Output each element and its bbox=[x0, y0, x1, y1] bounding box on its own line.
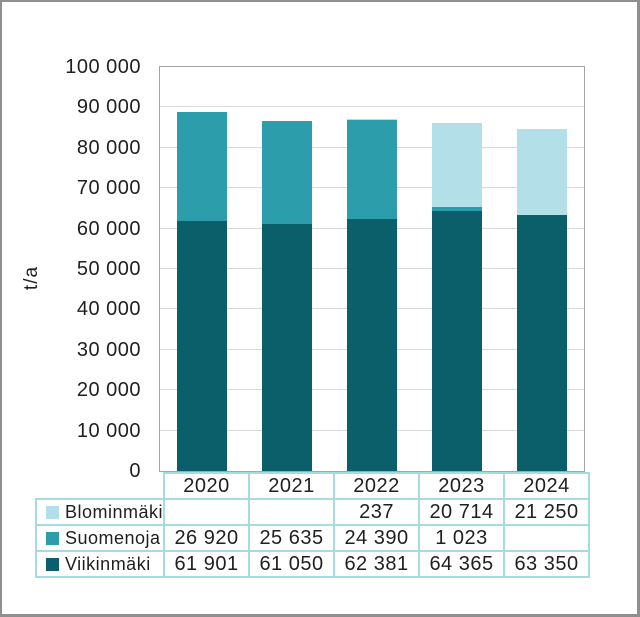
y-axis-tick-label: 60 000 bbox=[76, 217, 141, 240]
y-axis-tick-label: 90 000 bbox=[76, 96, 141, 119]
value-cell-blominmäki-2020 bbox=[163, 498, 251, 526]
bar-segment-suomenoja-2021 bbox=[262, 120, 313, 225]
year-header-cell-2023: 2023 bbox=[418, 472, 506, 500]
y-axis-tick-label: 70 000 bbox=[76, 177, 141, 200]
legend-item-suomenoja: Suomenoja bbox=[34, 524, 166, 552]
y-axis-tick-label: 0 bbox=[129, 460, 141, 482]
plot-area bbox=[159, 66, 585, 472]
value-cell-viikinmäki-2021: 61 050 bbox=[248, 550, 336, 578]
year-header-cell-2020: 2020 bbox=[163, 472, 251, 500]
bar-segment-suomenoja-2020 bbox=[177, 112, 228, 221]
value-cell-viikinmäki-2022: 62 381 bbox=[333, 550, 421, 578]
bar-segment-suomenoja-2023 bbox=[431, 206, 482, 211]
table-row-suomenoja: Suomenoja 26 920 25 635 24 390 1 023 bbox=[34, 524, 591, 552]
bar-segment-blominmäki-2023 bbox=[431, 123, 482, 207]
legend-swatch-icon bbox=[46, 557, 59, 571]
y-axis-tick-label: 10 000 bbox=[76, 419, 141, 442]
table-row-viikinmäki: Viikinmäki 61 901 61 050 62 381 64 365 63 350 bbox=[34, 550, 591, 578]
y-axis-tick-label: 100 000 bbox=[65, 56, 141, 78]
legend-label: Viikinmäki bbox=[65, 553, 151, 574]
bar-segment-viikinmäki-2024 bbox=[516, 215, 567, 471]
value-cell-blominmäki-2021 bbox=[248, 498, 336, 526]
legend-item-viikinmäki: Viikinmäki bbox=[34, 550, 166, 578]
bar-segment-viikinmäki-2023 bbox=[431, 210, 482, 471]
value-cell-suomenoja-2021: 25 635 bbox=[248, 524, 336, 552]
gridline bbox=[160, 106, 584, 108]
value-cell-suomenoja-2020: 26 920 bbox=[163, 524, 251, 552]
bar-segment-viikinmäki-2022 bbox=[347, 218, 397, 471]
legend-swatch-icon bbox=[46, 505, 59, 519]
data-table: 2020 2021 2022 2023 2024 Blominmäki 237 20 714 2… bbox=[34, 472, 591, 578]
legend-label: Blominmäki bbox=[65, 501, 164, 522]
value-cell-suomenoja-2023: 1 023 bbox=[418, 524, 506, 552]
year-header-cell-2022: 2022 bbox=[333, 472, 421, 500]
value-cell-viikinmäki-2020: 61 901 bbox=[163, 550, 251, 578]
legend-label: Suomenoja bbox=[65, 527, 161, 548]
y-axis-tick-label: 30 000 bbox=[76, 338, 141, 361]
value-cell-blominmäki-2024: 21 250 bbox=[503, 498, 591, 526]
year-header-cell-2024: 2024 bbox=[503, 472, 591, 500]
y-axis-tick-label: 50 000 bbox=[76, 258, 141, 280]
value-cell-blominmäki-2023: 20 714 bbox=[418, 498, 506, 526]
y-axis-tick-label: 80 000 bbox=[76, 136, 141, 159]
table-corner-blank bbox=[36, 473, 164, 499]
value-cell-viikinmäki-2024: 63 350 bbox=[503, 550, 591, 578]
bar-segment-viikinmäki-2020 bbox=[177, 220, 228, 471]
y-axis-tick-label: 40 000 bbox=[76, 298, 141, 321]
value-cell-blominmäki-2022: 237 bbox=[333, 498, 421, 526]
bar-segment-viikinmäki-2021 bbox=[262, 224, 313, 471]
table-row-blominmäki: Blominmäki 237 20 714 21 250 bbox=[34, 498, 591, 526]
table-header-row: 2020 2021 2022 2023 2024 bbox=[36, 472, 591, 500]
value-cell-suomenoja-2024 bbox=[503, 524, 591, 552]
bar-segment-blominmäki-2022 bbox=[347, 119, 397, 121]
value-cell-viikinmäki-2023: 64 365 bbox=[418, 550, 506, 578]
y-axis-tick-label: 20 000 bbox=[76, 379, 141, 402]
bar-segment-blominmäki-2024 bbox=[516, 129, 567, 216]
legend-item-blominmäki: Blominmäki bbox=[34, 498, 166, 526]
legend-swatch-icon bbox=[46, 531, 59, 545]
year-header-cell-2021: 2021 bbox=[248, 472, 336, 500]
bar-segment-suomenoja-2022 bbox=[347, 120, 397, 219]
value-cell-suomenoja-2022: 24 390 bbox=[333, 524, 421, 552]
